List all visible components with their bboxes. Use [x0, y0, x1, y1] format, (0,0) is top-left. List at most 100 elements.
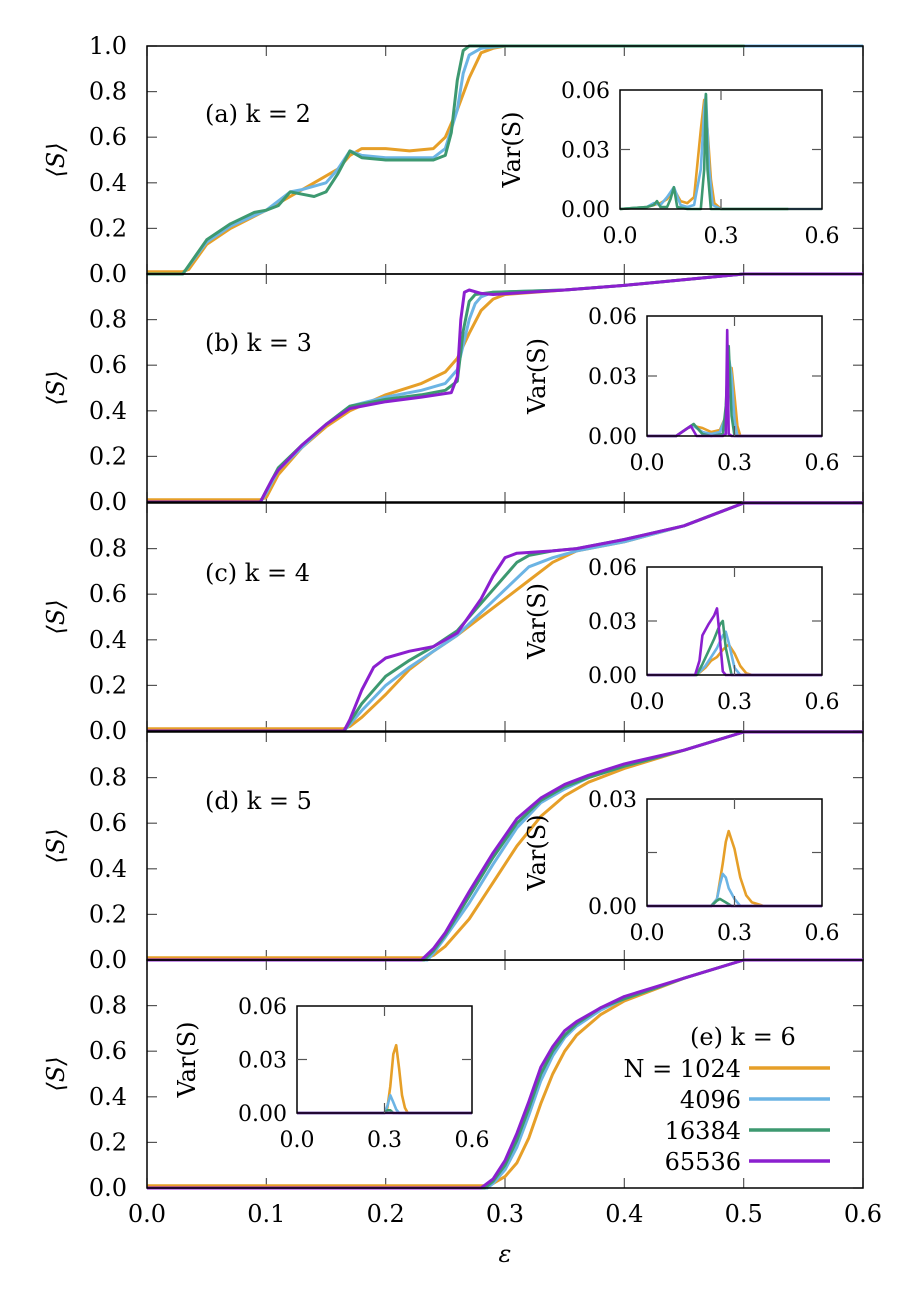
- inset-y-tick-label: 0.03: [588, 365, 637, 390]
- y-tick-label: 0.8: [89, 78, 127, 106]
- y-tick-label: 0.6: [89, 351, 127, 379]
- y-tick-label: 0.4: [89, 169, 127, 197]
- inset-x-tick-label: 0.0: [630, 690, 665, 715]
- panel-label: (a) k = 2: [205, 100, 311, 128]
- series-line-N4096: [147, 44, 863, 276]
- y-tick-label: 0.4: [89, 626, 127, 654]
- y-tick-label: 0.0: [89, 488, 127, 516]
- inset-y-axis-label: Var(S): [523, 338, 551, 415]
- y-tick-label: 0.4: [89, 397, 127, 425]
- inset-series-group: [620, 92, 822, 211]
- inset-x-tick-label: 0.3: [717, 690, 752, 715]
- inset-var: 0.0 0.3 0.6 0.00 0.03 0.06 Var(S): [498, 79, 840, 249]
- x-tick-label: 0.0: [128, 1200, 166, 1228]
- y-tick-label: 1.0: [89, 32, 127, 60]
- y-axis-label: ⟨S⟩: [42, 142, 70, 177]
- panel-d: 0.0 0.2 0.4 0.6 0.8 ⟨S⟩ (d) k = 5 0.0 0.3 0.6 0.00…: [42, 730, 864, 974]
- panel-label: (b) k = 3: [205, 329, 312, 357]
- inset-x-tick-label: 0.0: [280, 1128, 315, 1153]
- panel-a: 0.00.20.40.60.81.0⟨S⟩(a) k = 20.0 0.3 0.60…: [42, 32, 864, 288]
- inset-y-tick-label: 0.00: [588, 664, 637, 689]
- inset-y-tick-label: 0.03: [561, 139, 610, 164]
- series-line-N65536: [147, 501, 863, 733]
- inset-series-line-N4096: [647, 630, 822, 677]
- plot-frame: [146, 273, 864, 503]
- panel-b: 0.0 0.2 0.4 0.6 0.8 ⟨S⟩ (b) k = 3 0.0 0.3 0.6 0.00…: [42, 272, 864, 516]
- y-tick-label: 0.6: [89, 580, 127, 608]
- series-group: [147, 44, 863, 276]
- y-tick-label: 0.4: [89, 855, 127, 883]
- plot-frame: [146, 959, 864, 1189]
- x-tick-label: 0.2: [367, 1200, 405, 1228]
- inset-var: 0.0 0.3 0.6 0.00 0.03 0.06 Var(S): [523, 305, 840, 476]
- inset-y-tick-label: 0.00: [588, 425, 637, 450]
- inset-series-line-N16384: [647, 619, 822, 677]
- y-tick-label: 0.2: [89, 442, 127, 470]
- x-axis: 0.0 0.1 0.2 0.3 0.4 0.5 0.6: [128, 1200, 882, 1228]
- legend: N = 1024 4096 16384 65536: [624, 1055, 830, 1176]
- inset-y-tick-label: 0.00: [588, 895, 637, 920]
- x-tick-label: 0.5: [725, 1200, 763, 1228]
- y-tick-label: 0.2: [89, 671, 127, 699]
- y-tick-label: 0.6: [89, 1037, 127, 1065]
- legend-label: 16384: [665, 1117, 741, 1145]
- inset-var: 0.0 0.3 0.6 0.00 0.03 Var(S): [523, 788, 840, 946]
- y-tick-label: 0.0: [89, 260, 127, 288]
- x-tick-label: 0.1: [247, 1200, 285, 1228]
- inset-y-axis-label: Var(S): [173, 1021, 201, 1098]
- series-group: [147, 501, 863, 733]
- y-tick-label: 0.8: [89, 306, 127, 334]
- legend-label: N = 1024: [624, 1055, 741, 1083]
- inset-y-axis-label: Var(S): [523, 583, 551, 660]
- series-line-N65536: [147, 958, 863, 1190]
- x-tick-label: 0.6: [844, 1200, 882, 1228]
- inset-series-group: [647, 607, 822, 677]
- inset-x-tick-label: 0.6: [455, 1128, 490, 1153]
- inset-x-tick-label: 0.6: [805, 690, 840, 715]
- inset-y-tick-label: 0.03: [588, 788, 637, 813]
- inset-y-tick-label: 0.06: [588, 305, 637, 330]
- panel-label: (d) k = 5: [205, 787, 312, 815]
- x-axis-label: ε: [499, 1240, 512, 1268]
- y-tick-label: 0.4: [89, 1083, 127, 1111]
- y-axis-label: ⟨S⟩: [42, 828, 70, 863]
- y-tick-label: 0.6: [89, 123, 127, 151]
- inset-y-tick-label: 0.06: [588, 556, 637, 581]
- inset-x-tick-label: 0.3: [367, 1128, 402, 1153]
- inset-x-tick-label: 0.6: [805, 921, 840, 946]
- inset-y-axis-label: Var(S): [498, 111, 526, 188]
- series-group: [147, 272, 863, 504]
- series-line-N65536: [147, 272, 863, 504]
- inset-x-tick-label: 0.3: [717, 451, 752, 476]
- inset-series-line-N16384: [620, 92, 789, 211]
- y-axis-label: ⟨S⟩: [42, 370, 70, 405]
- inset-var: 0.0 0.3 0.6 0.00 0.03 0.06 Var(S): [523, 556, 840, 715]
- series-line-N16384: [147, 44, 746, 276]
- x-tick-label: 0.3: [486, 1200, 524, 1228]
- inset-y-tick-label: 0.00: [238, 1102, 287, 1127]
- inset-series-line-N65536: [647, 607, 822, 677]
- y-axis-label: ⟨S⟩: [42, 599, 70, 634]
- y-tick-label: 0.6: [89, 809, 127, 837]
- inset-x-tick-label: 0.3: [717, 921, 752, 946]
- inset-x-tick-label: 0.6: [805, 224, 840, 249]
- legend-label: 4096: [680, 1086, 741, 1114]
- inset-x-tick-label: 0.0: [603, 224, 638, 249]
- series-group: [147, 730, 863, 962]
- panels: 0.00.20.40.60.81.0⟨S⟩(a) k = 20.0 0.3 0.60…: [42, 32, 864, 1202]
- panel-label: (e) k = 6: [690, 1023, 796, 1051]
- x-tick-label: 0.4: [605, 1200, 643, 1228]
- inset-x-tick-label: 0.6: [805, 451, 840, 476]
- y-tick-label: 0.8: [89, 992, 127, 1020]
- plot-frame: [146, 502, 864, 732]
- inset-y-tick-label: 0.06: [561, 79, 610, 104]
- series-line-N65536: [147, 730, 863, 962]
- panel-c: 0.0 0.2 0.4 0.6 0.8 ⟨S⟩ (c) k = 4 0.0 0.3 0.6 0.00…: [42, 501, 864, 745]
- panel-label: (c) k = 4: [205, 559, 310, 587]
- y-tick-label: 0.8: [89, 764, 127, 792]
- legend-label: 65536: [665, 1148, 741, 1176]
- inset-y-tick-label: 0.03: [238, 1049, 287, 1074]
- inset-y-tick-label: 0.03: [588, 610, 637, 635]
- y-tick-label: 0.0: [89, 946, 127, 974]
